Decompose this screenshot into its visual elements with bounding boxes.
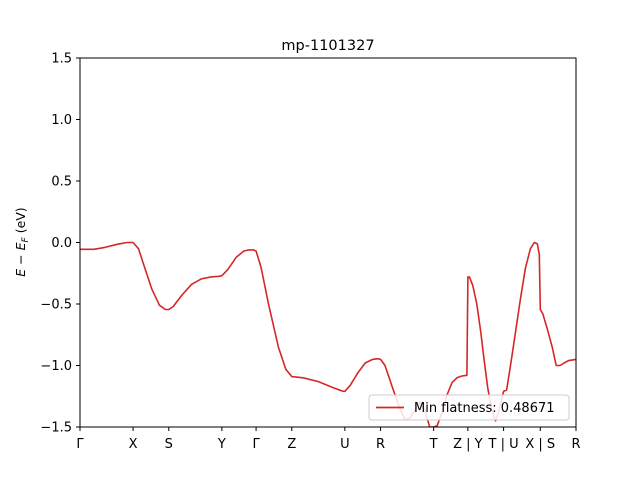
x-tick-label: Γ [252, 437, 260, 452]
x-tick-label: U [340, 437, 350, 452]
y-tick-label: −1.5 [40, 421, 72, 436]
x-tick-label: T | U [488, 437, 519, 452]
plot-area: −1.5 −1.0 −0.5 0.0 0.5 1.0 1.5 Γ X S Y Γ Z U R T Z | Y T… [40, 52, 580, 453]
x-ticks: Γ X S Y Γ Z U R T Z | Y T | U X | S R [76, 427, 581, 452]
x-tick-label: X | S [525, 437, 555, 452]
y-axis-label-unit: (eV) [13, 207, 28, 237]
y-tick-label: 0.0 [51, 236, 72, 251]
x-tick-label: R [376, 437, 385, 452]
y-ticks: −1.5 −1.0 −0.5 0.0 0.5 1.0 1.5 [40, 52, 80, 436]
x-tick-label: T [429, 437, 438, 452]
legend-box [368, 394, 570, 421]
x-tick-label: Y [217, 437, 226, 452]
y-tick-label: 0.5 [51, 175, 72, 190]
y-tick-label: −1.0 [40, 359, 72, 374]
y-tick-label: 1.0 [51, 113, 72, 128]
x-tick-label: Z [287, 437, 296, 452]
y-axis-label: E − EF (eV) [13, 207, 31, 276]
y-axis-label-sub: F [21, 236, 31, 242]
y-axis-label-main: E − E [13, 242, 28, 276]
x-tick-label: X [129, 437, 138, 452]
plot-frame [79, 57, 577, 428]
legend: Min flatness: 0.48671 [368, 394, 570, 421]
x-tick-label: Z | Y [453, 437, 483, 452]
svg-text:E − EF (eV): E − EF (eV) [13, 207, 31, 276]
x-tick-label: Γ [76, 437, 84, 452]
legend-label: Min flatness: 0.48671 [414, 401, 555, 416]
chart-title: mp-1101327 [281, 38, 374, 54]
x-tick-label: R [571, 437, 580, 452]
y-tick-label: −0.5 [40, 298, 72, 313]
x-tick-label: S [165, 437, 173, 452]
y-tick-label: 1.5 [51, 52, 72, 67]
